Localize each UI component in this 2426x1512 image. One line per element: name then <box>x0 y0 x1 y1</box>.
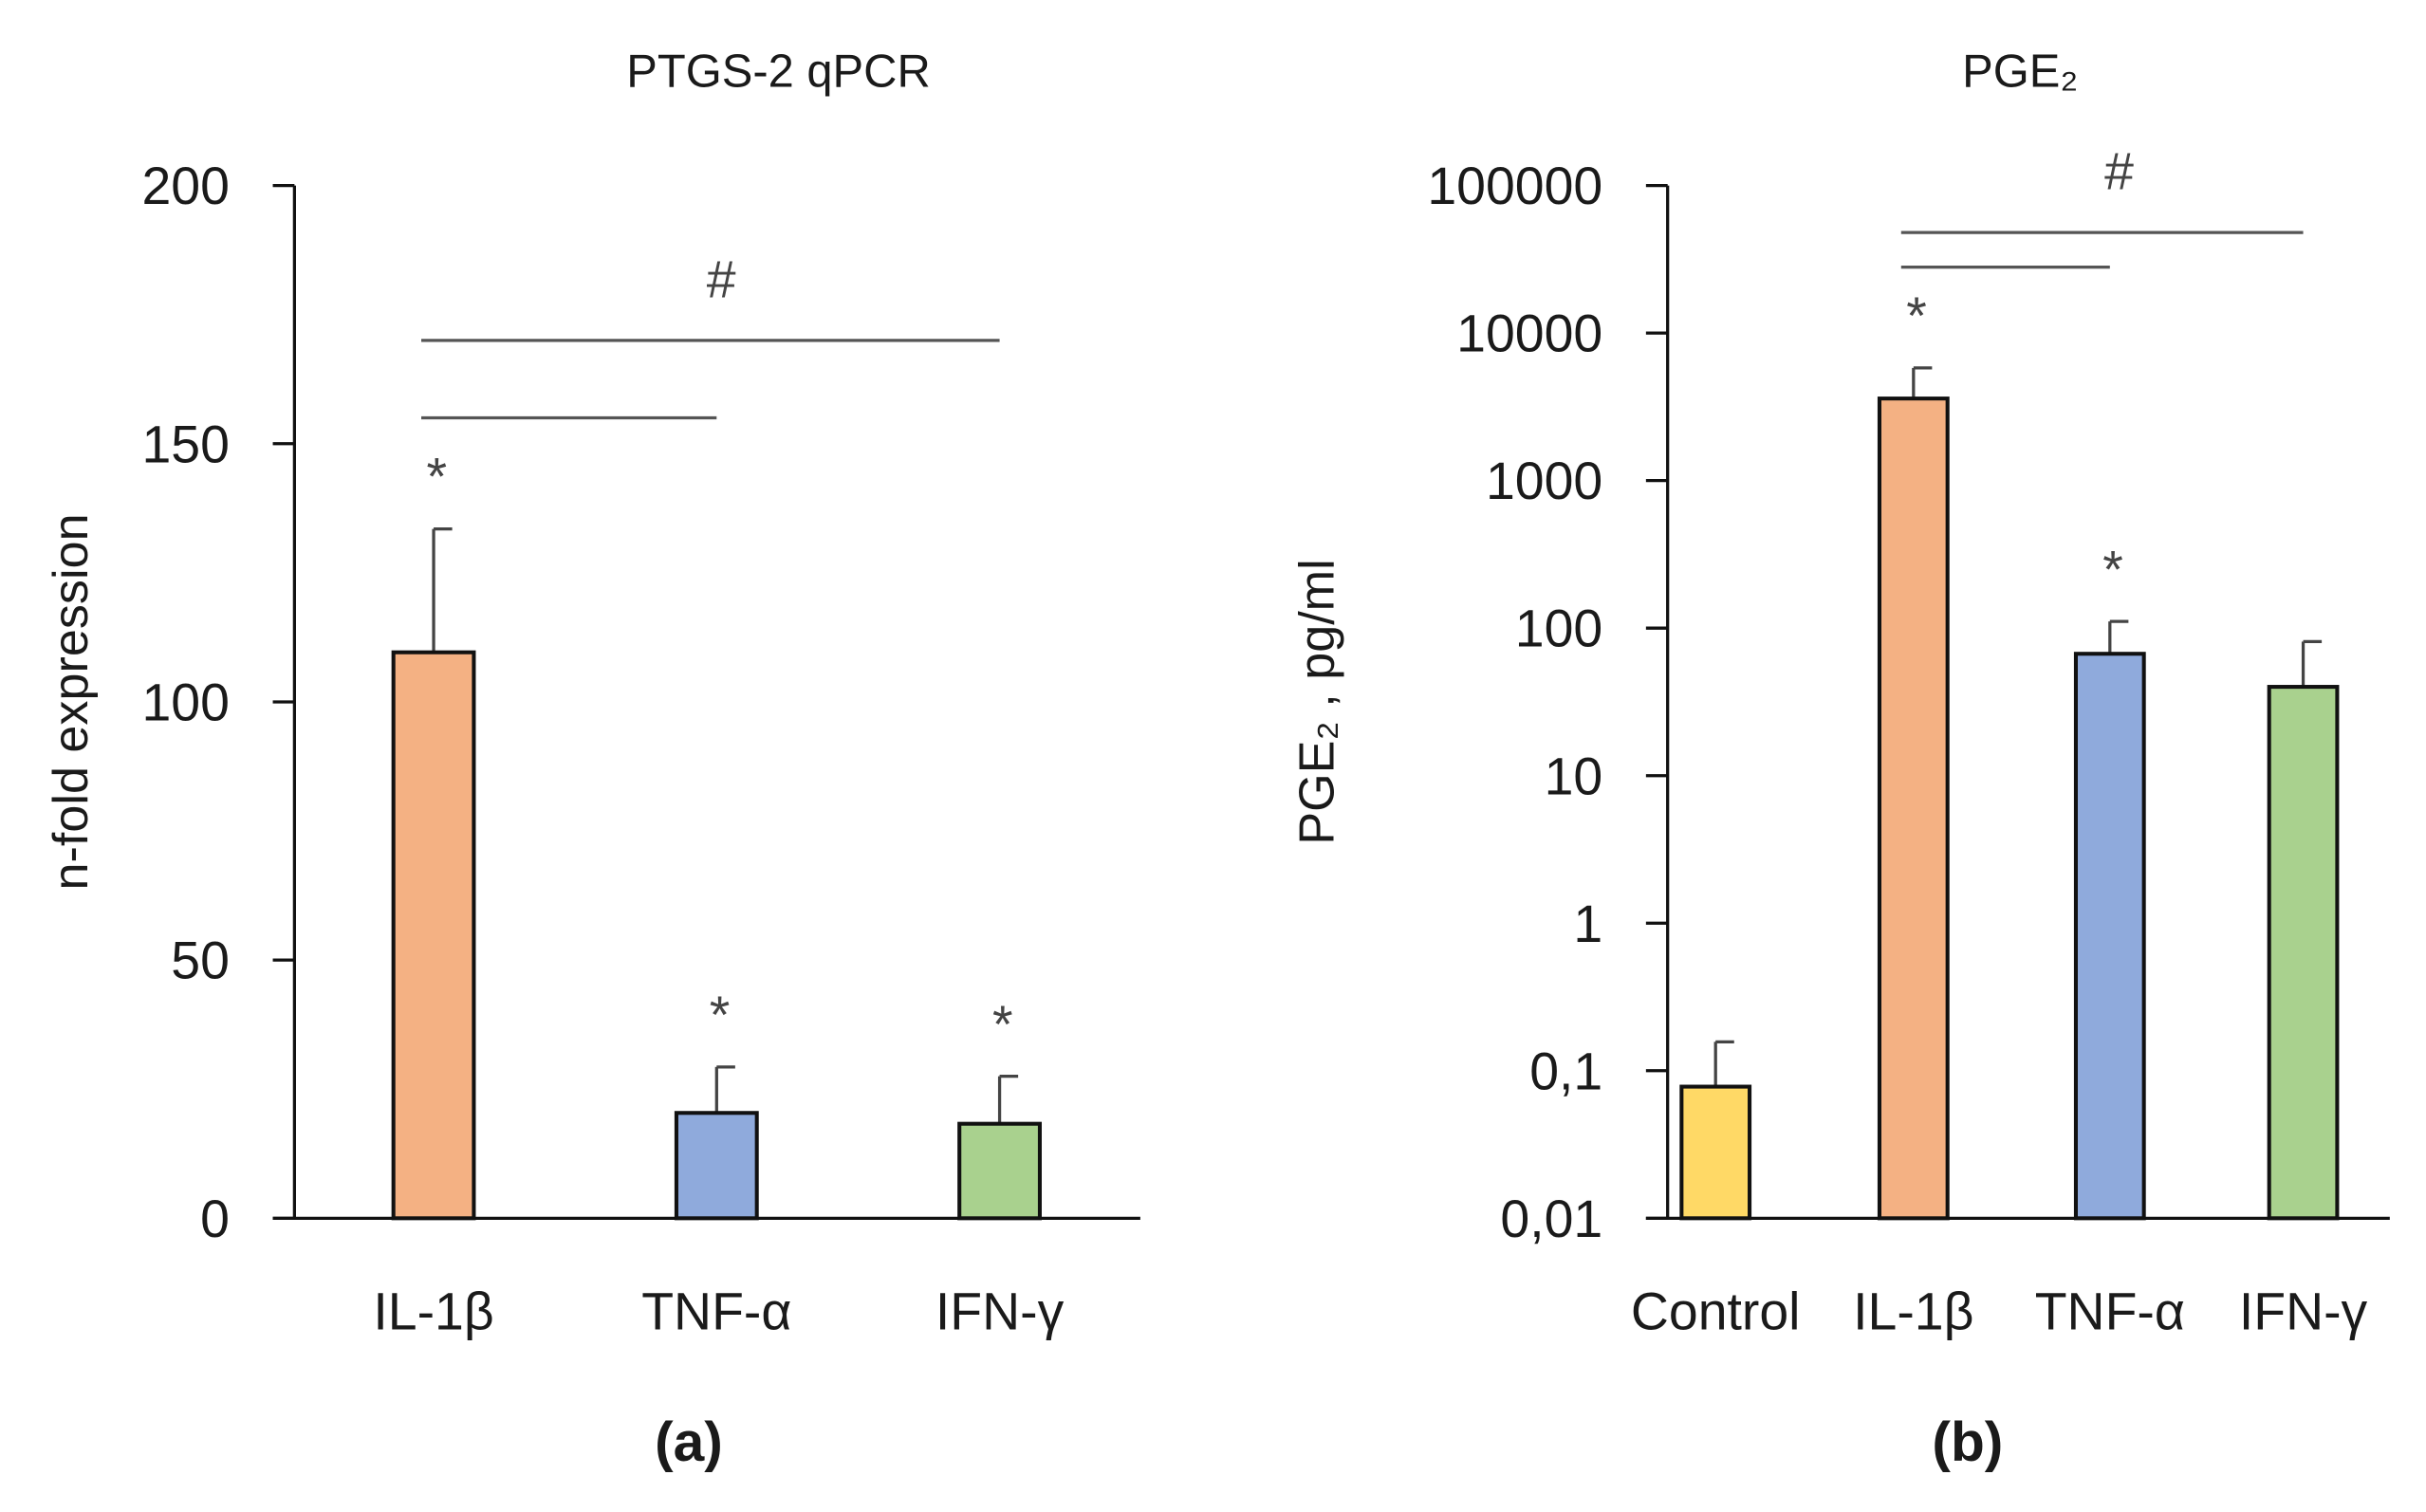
chart-b-title: PGE₂ <box>1962 46 2078 97</box>
chart-a-asterisk: * <box>992 995 1013 1054</box>
chart-a-ptgs2-qpcr: PTGS-2 qPCR n-fold expression (a) 0 50 100… <box>44 46 1140 1473</box>
chart-b-y-tick-label: 1000 <box>1486 452 1602 510</box>
chart-b-asterisk: * <box>2102 540 2123 599</box>
chart-a-y-tick-label: 100 <box>141 673 229 732</box>
chart-b-bar-TNF-α <box>2073 652 2146 1221</box>
chart-a-y-tick-label: 50 <box>171 931 230 990</box>
chart-b-y-tick-label: 100000 <box>1427 157 1602 215</box>
chart-b-y-tick-label: 10000 <box>1456 304 1602 363</box>
chart-b-bar-IL-1β <box>1877 396 1950 1221</box>
chart-b-y-tick-label: 0,1 <box>1529 1042 1602 1100</box>
chart-b-x-tick-label: Control <box>1631 1282 1801 1341</box>
chart-b-pge2: PGE₂ PGE₂ , pg/ml (b) 0,01 0,1 1 10 100 1000 1… <box>1290 46 2390 1473</box>
chart-b-bar-IFN-γ <box>2267 685 2340 1221</box>
chart-b-y-tick-label: 10 <box>1545 747 1603 805</box>
chart-a-ylabel: n-fold expression <box>44 513 99 890</box>
chart-a-bar-TNF-α <box>674 1111 759 1221</box>
chart-b-asterisk: * <box>1906 286 1927 345</box>
chart-a-bar-IL-1β <box>391 650 476 1221</box>
chart-b-y-tick-label: 0,01 <box>1500 1189 1602 1248</box>
chart-b-significance-hash: # <box>2104 142 2134 201</box>
chart-a-x-tick-label: IFN-γ <box>935 1282 1065 1341</box>
chart-a-significance-hash: # <box>707 249 736 308</box>
chart-b-bar-Control <box>1679 1084 1752 1221</box>
chart-b-ylabel: PGE₂ , pg/ml <box>1290 559 1345 844</box>
chart-b-y-tick-label: 100 <box>1515 599 1602 658</box>
chart-a-title: PTGS-2 qPCR <box>626 46 930 97</box>
chart-b-y-tick-label: 1 <box>1573 894 1602 953</box>
chart-a-asterisk: * <box>427 448 448 507</box>
chart-b-x-tick-label: IFN-γ <box>2239 1282 2368 1341</box>
chart-a-asterisk: * <box>710 986 731 1044</box>
chart-a-y-tick-label: 150 <box>141 415 229 473</box>
chart-b-panel-label: (b) <box>1932 1411 2003 1473</box>
chart-a-x-tick-label: IL-1β <box>373 1282 493 1341</box>
chart-a-y-tick-label: 200 <box>141 157 229 215</box>
chart-b-x-tick-label: IL-1β <box>1853 1282 1973 1341</box>
chart-b-x-tick-label: TNF-α <box>2035 1282 2185 1341</box>
chart-a-y-tick-label: 0 <box>200 1189 230 1248</box>
chart-a-x-tick-label: TNF-α <box>641 1282 791 1341</box>
chart-a-panel-label: (a) <box>655 1411 723 1473</box>
chart-a-bar-IFN-γ <box>957 1121 1042 1221</box>
